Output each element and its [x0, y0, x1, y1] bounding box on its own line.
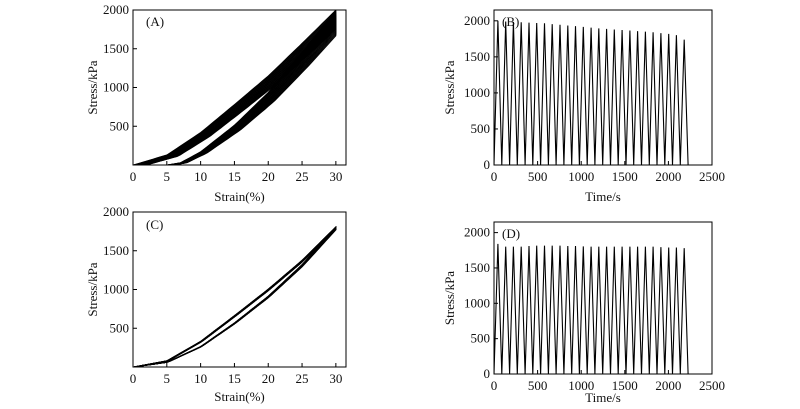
panel-c: 0 5 10 15 20 25 30 500 1000 1500 2000 Strain(%) Stre…: [85, 204, 347, 404]
y-tick-label: 1500: [464, 49, 490, 64]
x-tick-label: 30: [329, 169, 342, 184]
hysteresis-loop: [133, 226, 337, 367]
hysteresis-loop: [133, 227, 337, 367]
hysteresis-loop: [133, 10, 337, 165]
x-tick-label: 10: [194, 371, 207, 386]
hysteresis-loop: [133, 227, 337, 367]
hysteresis-loop: [133, 226, 337, 367]
hysteresis-loop: [133, 10, 337, 165]
panel-a: 0 5 10 15 20 25 30 500 1000 1500 2000 Strain(%) Stre…: [85, 2, 347, 204]
x-tick-label: 2500: [699, 169, 725, 184]
y-tick-label: 0: [484, 157, 491, 172]
y-tick-label: 500: [110, 320, 130, 335]
y-tick-label: 1000: [103, 282, 129, 297]
y-axis-title: Stress/kPa: [85, 262, 100, 316]
x-tick-label: 1000: [568, 169, 594, 184]
x-tick-label: 1000: [568, 378, 594, 393]
panel-label: (C): [146, 217, 163, 232]
y-axis-title: Stress/kPa: [442, 271, 457, 325]
x-tick-label: 5: [164, 371, 171, 386]
hysteresis-loop: [133, 227, 337, 367]
hysteresis-loop: [133, 14, 337, 165]
x-tick-label: 15: [228, 169, 241, 184]
x-axis-title: Strain(%): [214, 389, 265, 404]
hysteresis-loop: [133, 13, 337, 165]
y-tick-label: 500: [110, 118, 130, 133]
x-tick-label: 2000: [655, 169, 681, 184]
panel-b: 0 500 1000 1500 2000 2500 0 500 1000 1500 2000 Time…: [442, 9, 725, 204]
x-tick-label: 30: [329, 371, 342, 386]
x-tick-label: 500: [528, 378, 548, 393]
x-tick-label: 500: [528, 169, 548, 184]
x-tick-label: 25: [296, 371, 309, 386]
y-tick-label: 2000: [103, 2, 129, 17]
hysteresis-loop: [133, 15, 337, 165]
y-tick-label: 1000: [464, 295, 490, 310]
panel-label: (B): [502, 14, 519, 29]
y-tick-label: 1500: [103, 41, 129, 56]
stress-time-series: [494, 243, 689, 374]
hysteresis-loop: [133, 228, 337, 367]
hysteresis-loop: [133, 226, 337, 367]
hysteresis-loop: [133, 227, 337, 367]
x-tick-label: 0: [491, 378, 498, 393]
y-axis-title: Stress/kPa: [85, 60, 100, 114]
x-tick-label: 1500: [612, 169, 638, 184]
x-axis-title: Time/s: [585, 189, 621, 204]
y-tick-label: 1500: [103, 243, 129, 258]
hysteresis-loop: [133, 226, 337, 367]
hysteresis-loop: [133, 226, 337, 367]
hysteresis-loop: [133, 226, 337, 367]
hysteresis-loop: [133, 226, 337, 367]
hysteresis-loop: [133, 227, 337, 367]
hysteresis-loop: [133, 227, 337, 367]
y-tick-label: 2000: [464, 225, 490, 240]
hysteresis-loop: [133, 11, 337, 165]
y-tick-label: 2000: [464, 13, 490, 28]
hysteresis-loop: [133, 227, 337, 367]
x-tick-label: 10: [194, 169, 207, 184]
hysteresis-loop: [133, 225, 337, 367]
hysteresis-loop: [133, 13, 337, 165]
x-tick-label: 2500: [699, 378, 725, 393]
x-tick-label: 0: [130, 371, 137, 386]
x-tick-label: 15: [228, 371, 241, 386]
stress-time-series: [494, 20, 689, 165]
y-tick-label: 1000: [103, 80, 129, 95]
y-axis-title: Stress/kPa: [442, 60, 457, 114]
panel-d: 0 500 1000 1500 2000 2500 0 500 1000 1500 2000 Time…: [442, 221, 725, 405]
y-tick-label: 500: [471, 331, 491, 346]
hysteresis-loop: [133, 226, 337, 367]
x-tick-label: 20: [262, 169, 275, 184]
x-tick-label: 5: [164, 169, 171, 184]
y-tick-label: 2000: [103, 204, 129, 219]
x-axis-title: Strain(%): [214, 189, 265, 204]
x-tick-label: 0: [130, 169, 137, 184]
x-tick-label: 25: [296, 169, 309, 184]
hysteresis-loop: [133, 227, 337, 367]
x-tick-label: 0: [491, 169, 498, 184]
plot-frame: [132, 211, 347, 368]
y-tick-label: 1500: [464, 260, 490, 275]
x-tick-label: 2000: [655, 378, 681, 393]
hysteresis-loop: [133, 228, 337, 367]
hysteresis-loop: [133, 10, 337, 165]
y-tick-label: 0: [484, 366, 491, 381]
y-tick-label: 500: [471, 121, 491, 136]
y-tick-label: 1000: [464, 85, 490, 100]
x-tick-label: 1500: [612, 378, 638, 393]
hysteresis-loop: [133, 226, 337, 367]
hysteresis-loop: [133, 226, 337, 367]
hysteresis-loop: [133, 226, 337, 367]
x-axis-title: Time/s: [585, 390, 621, 405]
hysteresis-loop: [133, 227, 337, 367]
hysteresis-loop: [133, 28, 337, 165]
panel-label: (A): [146, 14, 164, 29]
hysteresis-loop: [133, 227, 337, 367]
panel-label: (D): [502, 226, 520, 241]
x-tick-label: 20: [262, 371, 275, 386]
hysteresis-loop: [133, 225, 337, 367]
hysteresis-loop: [133, 12, 337, 165]
